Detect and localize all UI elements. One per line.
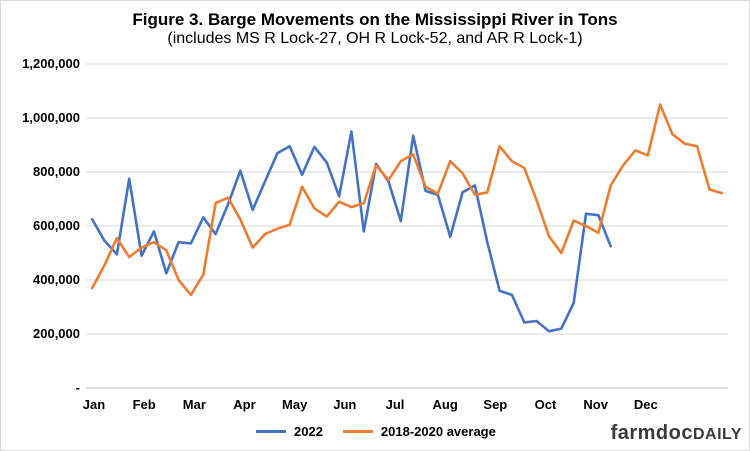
- x-tick-label-jan: Jan: [83, 397, 105, 412]
- legend-label-average: 2018-2020 average: [380, 424, 496, 439]
- chart-legend: 2022 2018-2020 average: [256, 424, 516, 439]
- legend-item-average: 2018-2020 average: [342, 424, 496, 439]
- x-tick-label-nov: Nov: [583, 397, 608, 412]
- x-tick-label-mar: Mar: [183, 397, 206, 412]
- legend-label-2022: 2022: [294, 424, 323, 439]
- x-tick-label-jun: Jun: [333, 397, 356, 412]
- x-tick-label-oct: Oct: [535, 397, 557, 412]
- x-tick-label-jul: Jul: [386, 397, 405, 412]
- y-tick-label-5: 1,000,000: [22, 110, 80, 125]
- chart-subtitle: (includes MS R Lock-27, OH R Lock-52, an…: [167, 30, 583, 47]
- brand-logo: farmdocDAILY: [611, 422, 742, 445]
- x-tick-label-feb: Feb: [133, 397, 156, 412]
- y-tick-label-4: 800,000: [33, 164, 80, 179]
- y-tick-label-0: -: [76, 380, 80, 395]
- brand-logo-part1: farmdoc: [610, 422, 693, 444]
- x-tick-label-dec: Dec: [634, 397, 658, 412]
- x-tick-label-sep: Sep: [483, 397, 507, 412]
- y-tick-label-3: 600,000: [33, 218, 80, 233]
- x-tick-label-apr: Apr: [233, 397, 255, 412]
- x-tick-label-may: May: [282, 397, 308, 412]
- brand-logo-part2: DAILY: [692, 426, 742, 443]
- legend-item-2022: 2022: [256, 424, 323, 439]
- series-line-average: [90, 103, 724, 297]
- y-tick-label-1: 200,000: [33, 326, 80, 341]
- y-tick-label-2: 400,000: [33, 272, 80, 287]
- legend-swatch-average: [342, 430, 373, 433]
- y-tick-label-6: 1,200,000: [22, 56, 80, 71]
- legend-swatch-2022: [256, 430, 286, 433]
- series-line-2022: [90, 130, 613, 333]
- x-tick-label-aug: Aug: [433, 397, 458, 412]
- chart-title: Figure 3. Barge Movements on the Mississ…: [132, 10, 618, 29]
